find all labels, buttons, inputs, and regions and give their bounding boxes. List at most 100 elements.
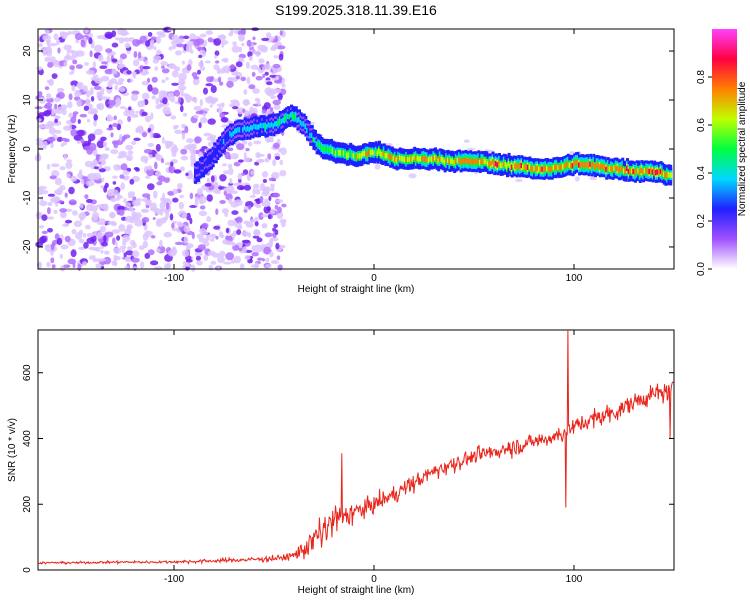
ridge-segment (230, 132, 234, 138)
x-tick-label: 100 (566, 574, 583, 585)
noise-speckle (110, 189, 119, 196)
ridge-segment (210, 156, 213, 162)
ridge-segment (608, 166, 612, 172)
noise-speckle (93, 77, 100, 82)
ridge-segment (371, 149, 375, 155)
ridge-segment (616, 165, 620, 172)
noise-speckle (97, 155, 106, 163)
noise-speckle (201, 222, 209, 229)
ridge-segment (282, 117, 285, 123)
ridge-segment (590, 163, 594, 169)
noise-speckle (106, 115, 114, 122)
noise-speckle (51, 73, 58, 79)
ridge-segment (496, 162, 500, 168)
noise-speckle (178, 72, 187, 81)
noise-speckle (119, 106, 127, 110)
noise-speckle (279, 170, 287, 177)
noise-speckle (195, 38, 204, 45)
noise-speckle (89, 50, 93, 58)
noise-speckle (79, 113, 88, 118)
noise-speckle (211, 181, 219, 186)
noise-speckle (219, 200, 226, 204)
noise-speckle (272, 192, 281, 198)
noise-speckle (272, 63, 281, 69)
ridge-segment (250, 125, 253, 131)
noise-speckle (118, 86, 126, 92)
noise-speckle (63, 44, 72, 51)
noise-speckle (99, 218, 106, 226)
y-tick-label: -10 (22, 190, 33, 205)
noise-speckle (93, 114, 98, 121)
colorbar-tick-label: 0.8 (696, 70, 707, 84)
noise-speckle (199, 33, 207, 38)
noise-speckle (64, 138, 70, 143)
noise-speckle (144, 230, 153, 237)
ridge-segment (280, 118, 284, 125)
noise-speckle (160, 61, 168, 66)
ridge-segment (307, 128, 311, 134)
noise-speckle (41, 230, 48, 235)
ridge-segment (326, 146, 330, 152)
noise-speckle (223, 187, 227, 192)
ridge-segment (357, 153, 361, 159)
noise-speckle (56, 136, 63, 142)
ridge-segment (640, 167, 644, 174)
noise-speckle (98, 168, 106, 173)
ridge-segment (419, 156, 423, 162)
ridge-segment (450, 158, 453, 164)
noise-speckle (269, 251, 274, 258)
noise-speckle (129, 216, 135, 224)
noise-speckle (222, 239, 229, 245)
noise-speckle (245, 147, 250, 152)
colorbar-tick-label: 0.0 (696, 262, 707, 276)
noise-speckle (51, 110, 55, 116)
noise-speckle (207, 250, 216, 256)
ridge-segment (397, 156, 401, 162)
noise-speckle (238, 34, 245, 42)
ridge-segment (218, 144, 221, 150)
noise-speckle (159, 239, 163, 248)
noise-speckle (86, 198, 93, 204)
noise-speckle (93, 44, 103, 53)
noise-speckle (268, 195, 272, 201)
ridge-segment (320, 144, 324, 150)
noise-speckle (147, 249, 155, 256)
noise-speckle (225, 252, 235, 261)
ridge-segment (312, 136, 316, 143)
noise-speckle (117, 27, 126, 36)
noise-speckle (78, 238, 85, 244)
noise-speckle (191, 143, 197, 150)
noise-speckle (188, 59, 193, 66)
spectrogram-ylabel: Frequency (Hz) (7, 115, 18, 184)
noise-speckle (467, 147, 476, 150)
noise-speckle (194, 136, 202, 144)
ridge-segment (432, 155, 436, 162)
ridge-segment (533, 165, 537, 172)
noise-speckle (91, 215, 99, 223)
ridge-segment (346, 152, 349, 159)
noise-speckle (232, 41, 237, 47)
ridge-segment (474, 158, 477, 165)
ridge-segment (622, 168, 626, 174)
ridge-segment (664, 172, 668, 179)
noise-speckle (68, 124, 72, 131)
noise-speckle (57, 47, 61, 54)
noise-speckle (84, 26, 89, 34)
noise-speckle (82, 85, 88, 93)
noise-speckle (185, 44, 192, 53)
noise-speckle (165, 77, 169, 81)
noise-speckle (150, 260, 159, 266)
noise-speckle (139, 35, 147, 44)
ridge-segment (310, 132, 314, 139)
noise-speckle (184, 144, 192, 150)
noise-speckle (241, 239, 251, 244)
ridge-segment (565, 162, 569, 168)
noise-speckle (171, 227, 180, 232)
ridge-segment (554, 165, 557, 171)
noise-speckle (251, 245, 256, 252)
noise-speckle (274, 204, 279, 210)
noise-speckle (127, 115, 132, 123)
noise-speckle (137, 51, 142, 59)
noise-speckle (59, 211, 67, 219)
